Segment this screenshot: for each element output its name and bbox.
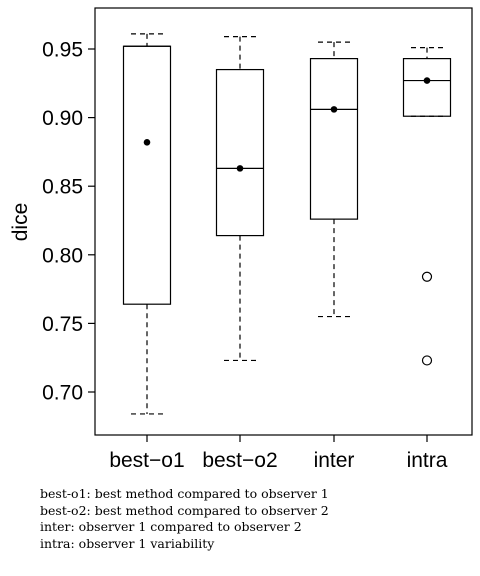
outlier-point	[421, 355, 433, 366]
outlier-point	[421, 271, 433, 282]
mean-point	[330, 106, 338, 113]
mean-point	[423, 77, 431, 84]
x-tick-label: intra	[407, 449, 448, 472]
x-tick-label: best−o1	[109, 449, 184, 472]
y-tick-label: 0.85	[42, 176, 83, 199]
iqr-box	[402, 58, 452, 117]
x-axis: best−o1 best−o2 inter intra	[109, 435, 448, 472]
y-axis-title: dice	[9, 203, 32, 242]
boxplot-chart: 0.70 0.75 0.80 0.85 0.90 0.95 best−o1 best−o2 i…	[9, 7, 473, 472]
y-tick-label: 0.70	[42, 382, 83, 405]
iqr-box	[122, 45, 172, 305]
caption-line: intra: observer 1 variability	[40, 535, 215, 551]
box-1	[215, 36, 265, 362]
x-tick-label: inter	[314, 449, 355, 472]
box-0	[122, 33, 172, 415]
caption-line: best-o2: best method compared to observe…	[40, 502, 329, 518]
iqr-box	[309, 58, 359, 220]
y-tick-label: 0.95	[42, 39, 83, 62]
mean-point	[143, 138, 151, 146]
y-tick-label: 0.75	[42, 313, 83, 336]
box-3	[402, 47, 452, 366]
caption: best-o1: best method compared to observe…	[40, 486, 329, 552]
plot-frame	[94, 7, 473, 436]
x-tick-label: best−o2	[202, 449, 277, 472]
iqr-box	[215, 68, 265, 237]
caption-line: best-o1: best method compared to observe…	[40, 486, 329, 501]
box-series	[122, 33, 452, 415]
y-tick-label: 0.80	[42, 244, 83, 267]
y-tick-label: 0.90	[42, 107, 83, 130]
mean-point	[236, 165, 244, 172]
y-axis: 0.70 0.75 0.80 0.85 0.90 0.95	[42, 39, 95, 405]
box-2	[309, 41, 359, 318]
caption-line: inter: observer 1 compared to observer 2	[40, 519, 302, 534]
